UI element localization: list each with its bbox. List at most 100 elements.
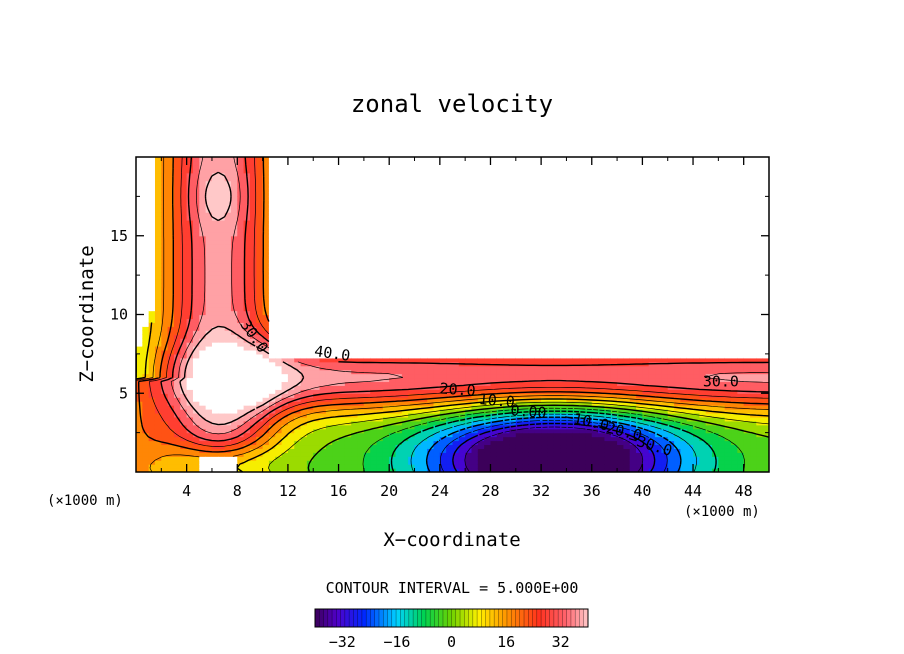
field-cell — [154, 286, 162, 292]
field-cell — [136, 456, 143, 461]
field-cell — [363, 365, 371, 371]
field-cell — [477, 428, 485, 434]
field-cell — [408, 405, 416, 410]
field-cell — [414, 275, 422, 280]
field-cell — [522, 452, 530, 457]
field-cell — [287, 227, 295, 233]
field-cell — [471, 377, 479, 383]
field-cell — [218, 460, 226, 465]
field-cell — [173, 456, 181, 461]
field-cell — [300, 168, 308, 174]
field-cell — [281, 468, 289, 472]
field-cell — [256, 401, 264, 406]
field-cell — [515, 334, 523, 339]
field-cell — [230, 302, 238, 308]
field-cell — [186, 381, 194, 386]
field-cell — [484, 314, 492, 320]
field-cell — [186, 330, 194, 335]
field-cell — [180, 298, 188, 304]
field-cell — [420, 436, 428, 442]
field-cell — [503, 184, 511, 190]
field-cell — [376, 275, 384, 280]
field-cell — [256, 389, 264, 394]
field-cell — [490, 381, 498, 386]
field-cell — [199, 212, 207, 217]
field-cell — [370, 176, 378, 182]
field-cell — [192, 172, 200, 178]
field-cell — [148, 294, 156, 300]
field-cell — [173, 420, 181, 426]
field-cell — [192, 420, 200, 426]
field-cell — [414, 326, 422, 331]
field-cell — [420, 223, 428, 229]
field-cell — [477, 247, 485, 253]
field-cell — [465, 357, 473, 363]
field-cell — [192, 468, 200, 472]
field-cell — [509, 251, 517, 257]
field-cell — [205, 235, 213, 241]
field-cell — [332, 200, 340, 205]
field-cell — [395, 192, 403, 197]
field-cell — [357, 172, 365, 178]
field-cell — [363, 464, 371, 469]
field-cell — [199, 176, 207, 182]
field-cell — [414, 468, 422, 472]
field-cell — [414, 255, 422, 260]
field-cell — [509, 302, 517, 308]
field-cell — [136, 259, 143, 264]
field-cell — [275, 216, 283, 221]
field-cell — [287, 290, 295, 296]
field-cell — [325, 456, 333, 461]
field-cell — [136, 338, 143, 343]
field-cell — [408, 227, 416, 233]
field-cell — [515, 216, 523, 221]
field-cell — [522, 330, 530, 335]
field-cell — [420, 227, 428, 233]
field-cell — [382, 440, 390, 446]
field-cell — [199, 204, 207, 209]
field-cell — [496, 330, 504, 335]
field-cell — [503, 448, 511, 453]
field-cell — [427, 208, 435, 213]
field-cell — [218, 357, 226, 363]
field-cell — [249, 361, 257, 367]
field-cell — [142, 172, 150, 178]
field-cell — [382, 290, 390, 296]
field-cell — [180, 160, 188, 166]
field-cell — [262, 373, 270, 379]
field-cell — [186, 259, 194, 264]
field-cell — [319, 444, 327, 449]
field-cell — [173, 275, 181, 280]
field-cell — [142, 381, 150, 386]
field-cell — [300, 357, 308, 363]
field-cell — [294, 357, 302, 363]
field-cell — [167, 389, 175, 394]
field-cell — [325, 168, 333, 174]
field-cell — [414, 377, 422, 383]
field-cell — [325, 263, 333, 268]
field-cell — [180, 460, 188, 465]
field-cell — [427, 298, 435, 304]
field-cell — [496, 204, 504, 209]
field-cell — [503, 239, 511, 245]
field-cell — [496, 220, 504, 225]
field-cell — [465, 290, 473, 296]
field-cell — [515, 243, 523, 249]
field-cell — [148, 223, 156, 229]
field-cell — [173, 172, 181, 178]
field-cell — [287, 436, 295, 442]
field-cell — [230, 160, 238, 166]
field-cell — [509, 373, 517, 379]
field-cell — [439, 204, 447, 209]
field-cell — [186, 251, 194, 257]
field-cell — [503, 314, 511, 320]
field-cell — [173, 405, 181, 410]
field-cell — [205, 424, 213, 430]
field-cell — [439, 456, 447, 461]
field-cell — [142, 208, 150, 213]
field-cell — [522, 436, 530, 442]
field-cell — [136, 216, 143, 221]
field-cell — [420, 251, 428, 257]
field-cell — [319, 389, 327, 394]
field-cell — [218, 334, 226, 339]
